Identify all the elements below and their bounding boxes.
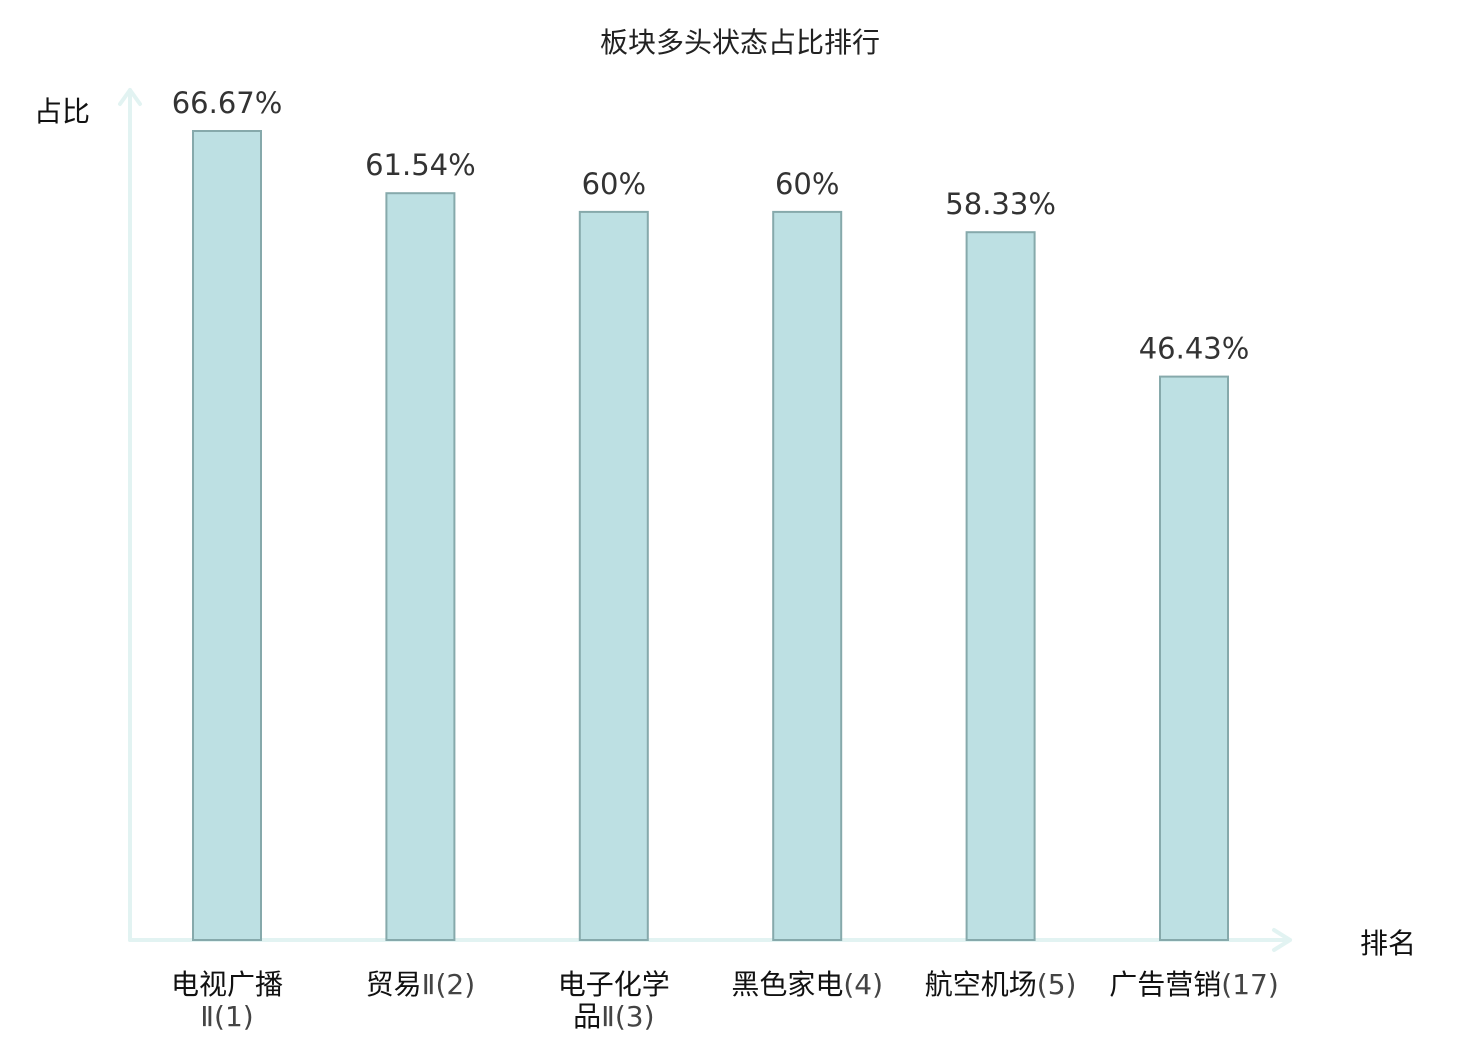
y-axis-arrow [118, 88, 142, 106]
x-tick-label: 航空机场(5) [925, 968, 1077, 1001]
x-tick-label: 广告营销(17) [1109, 968, 1279, 1001]
x-tick-label: Ⅱ(1) [200, 1000, 253, 1033]
x-tick-label: 黑色家电(4) [731, 968, 883, 1001]
data-label: 58.33% [945, 187, 1056, 221]
axes [118, 88, 1292, 952]
x-tick-label: 电子化学 [558, 968, 670, 1001]
data-label: 46.43% [1139, 332, 1250, 366]
bar [1159, 375, 1229, 942]
chart-title: 板块多头状态占比排行 [600, 26, 880, 59]
data-label: 61.54% [365, 148, 476, 182]
bar [385, 192, 456, 941]
x-tick-label: 贸易Ⅱ(2) [366, 968, 475, 1001]
bar [578, 210, 649, 941]
bar [965, 231, 1036, 941]
value-labels-group: 66.67% 61.54% 60% 60% 58.33% 46.43% [172, 86, 1250, 366]
data-label: 60% [775, 167, 839, 201]
bars-group [192, 130, 1229, 942]
data-label: 66.67% [172, 86, 283, 120]
x-tick-label: 电视广播 [171, 968, 283, 1001]
bar [192, 130, 262, 941]
bar [772, 210, 843, 941]
x-axis-label: 排名 [1360, 927, 1416, 960]
x-tick-label: 品Ⅱ(3) [573, 1000, 654, 1033]
x-axis-arrow [1272, 928, 1292, 952]
data-label: 60% [582, 167, 646, 201]
y-axis-label: 占比 [34, 95, 90, 128]
